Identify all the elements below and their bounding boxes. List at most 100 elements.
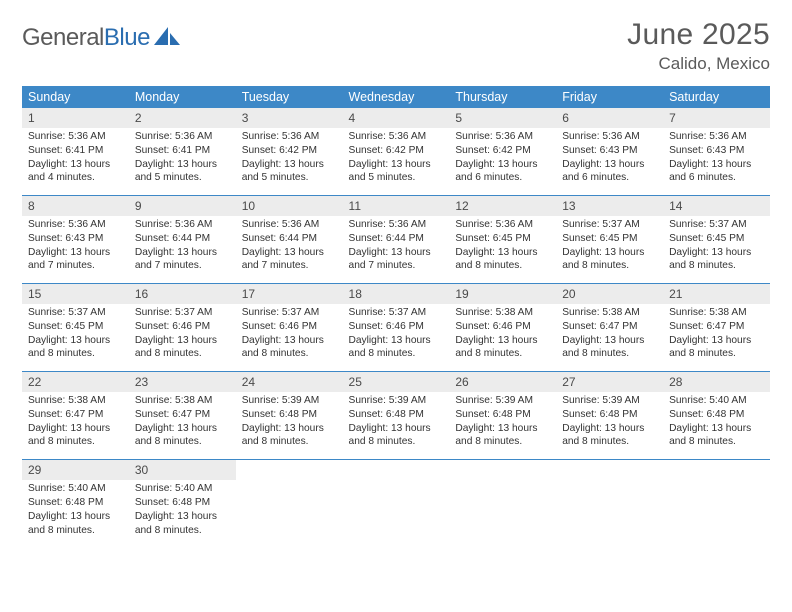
daylight-text: Daylight: 13 hours and 6 minutes. [562,158,657,186]
day-data-cell: Sunrise: 5:37 AMSunset: 6:46 PMDaylight:… [236,304,343,372]
sunrise-text: Sunrise: 5:39 AM [455,394,550,408]
sunrise-text: Sunrise: 5:36 AM [135,218,230,232]
day-data-cell [663,480,770,547]
sunrise-text: Sunrise: 5:37 AM [669,218,764,232]
sunset-text: Sunset: 6:45 PM [562,232,657,246]
sunset-text: Sunset: 6:42 PM [349,144,444,158]
day-data-cell: Sunrise: 5:40 AMSunset: 6:48 PMDaylight:… [663,392,770,460]
daylight-text: Daylight: 13 hours and 7 minutes. [349,246,444,274]
daydata-row: Sunrise: 5:36 AMSunset: 6:41 PMDaylight:… [22,128,770,196]
sunset-text: Sunset: 6:44 PM [135,232,230,246]
daylight-text: Daylight: 13 hours and 8 minutes. [562,246,657,274]
day-number-cell: 8 [22,196,129,216]
day-number-cell: 15 [22,284,129,304]
sunset-text: Sunset: 6:44 PM [242,232,337,246]
sunset-text: Sunset: 6:48 PM [562,408,657,422]
sunrise-text: Sunrise: 5:38 AM [135,394,230,408]
sunset-text: Sunset: 6:48 PM [135,496,230,510]
header: GeneralBlue June 2025 Calido, Mexico [22,18,770,74]
sunset-text: Sunset: 6:45 PM [455,232,550,246]
day-data-cell: Sunrise: 5:38 AMSunset: 6:47 PMDaylight:… [129,392,236,460]
sunset-text: Sunset: 6:41 PM [28,144,123,158]
day-number-cell: 25 [343,372,450,392]
daynum-row: 891011121314 [22,196,770,216]
daylight-text: Daylight: 13 hours and 8 minutes. [28,510,123,538]
day-number-cell: 11 [343,196,450,216]
daylight-text: Daylight: 13 hours and 8 minutes. [669,422,764,450]
calendar-table: Sunday Monday Tuesday Wednesday Thursday… [22,86,770,547]
daylight-text: Daylight: 13 hours and 7 minutes. [135,246,230,274]
day-data-cell: Sunrise: 5:39 AMSunset: 6:48 PMDaylight:… [449,392,556,460]
sunrise-text: Sunrise: 5:37 AM [349,306,444,320]
day-data-cell: Sunrise: 5:36 AMSunset: 6:43 PMDaylight:… [663,128,770,196]
day-data-cell: Sunrise: 5:37 AMSunset: 6:45 PMDaylight:… [22,304,129,372]
sunrise-text: Sunrise: 5:36 AM [455,218,550,232]
day-number-cell: 4 [343,108,450,128]
day-data-cell [556,480,663,547]
day-number-cell: 14 [663,196,770,216]
day-number-cell: 1 [22,108,129,128]
day-data-cell: Sunrise: 5:38 AMSunset: 6:46 PMDaylight:… [449,304,556,372]
day-data-cell: Sunrise: 5:37 AMSunset: 6:46 PMDaylight:… [129,304,236,372]
sunset-text: Sunset: 6:48 PM [455,408,550,422]
daynum-row: 22232425262728 [22,372,770,392]
day-number-cell [556,460,663,480]
daylight-text: Daylight: 13 hours and 4 minutes. [28,158,123,186]
daylight-text: Daylight: 13 hours and 8 minutes. [669,246,764,274]
day-number-cell: 22 [22,372,129,392]
day-data-cell: Sunrise: 5:40 AMSunset: 6:48 PMDaylight:… [22,480,129,547]
daylight-text: Daylight: 13 hours and 7 minutes. [28,246,123,274]
daydata-row: Sunrise: 5:38 AMSunset: 6:47 PMDaylight:… [22,392,770,460]
day-data-cell: Sunrise: 5:36 AMSunset: 6:42 PMDaylight:… [236,128,343,196]
day-data-cell: Sunrise: 5:37 AMSunset: 6:46 PMDaylight:… [343,304,450,372]
logo-text: GeneralBlue [22,24,150,52]
day-number-cell: 18 [343,284,450,304]
day-number-cell [236,460,343,480]
sunrise-text: Sunrise: 5:37 AM [242,306,337,320]
calendar-body: 1234567Sunrise: 5:36 AMSunset: 6:41 PMDa… [22,108,770,547]
day-data-cell: Sunrise: 5:36 AMSunset: 6:42 PMDaylight:… [343,128,450,196]
daylight-text: Daylight: 13 hours and 8 minutes. [135,510,230,538]
daydata-row: Sunrise: 5:37 AMSunset: 6:45 PMDaylight:… [22,304,770,372]
day-data-cell: Sunrise: 5:39 AMSunset: 6:48 PMDaylight:… [236,392,343,460]
title-block: June 2025 Calido, Mexico [627,18,770,74]
sunrise-text: Sunrise: 5:36 AM [28,218,123,232]
logo-word1: General [22,24,104,51]
logo-word2: Blue [104,24,150,51]
daylight-text: Daylight: 13 hours and 5 minutes. [135,158,230,186]
daylight-text: Daylight: 13 hours and 8 minutes. [669,334,764,362]
sunrise-text: Sunrise: 5:37 AM [562,218,657,232]
page-root: GeneralBlue June 2025 Calido, Mexico Sun… [0,0,792,547]
day-number-cell: 17 [236,284,343,304]
daynum-row: 2930 [22,460,770,480]
sunset-text: Sunset: 6:43 PM [562,144,657,158]
daylight-text: Daylight: 13 hours and 8 minutes. [349,422,444,450]
day-data-cell: Sunrise: 5:38 AMSunset: 6:47 PMDaylight:… [663,304,770,372]
day-data-cell [343,480,450,547]
sunset-text: Sunset: 6:46 PM [455,320,550,334]
day-data-cell: Sunrise: 5:36 AMSunset: 6:43 PMDaylight:… [556,128,663,196]
sunset-text: Sunset: 6:43 PM [669,144,764,158]
day-data-cell: Sunrise: 5:36 AMSunset: 6:44 PMDaylight:… [129,216,236,284]
day-data-cell: Sunrise: 5:36 AMSunset: 6:44 PMDaylight:… [236,216,343,284]
daylight-text: Daylight: 13 hours and 5 minutes. [349,158,444,186]
day-data-cell: Sunrise: 5:36 AMSunset: 6:45 PMDaylight:… [449,216,556,284]
sunset-text: Sunset: 6:42 PM [242,144,337,158]
sunrise-text: Sunrise: 5:36 AM [28,130,123,144]
sunrise-text: Sunrise: 5:39 AM [562,394,657,408]
day-data-cell [236,480,343,547]
sunrise-text: Sunrise: 5:36 AM [242,130,337,144]
dow-row: Sunday Monday Tuesday Wednesday Thursday… [22,86,770,108]
day-number-cell: 13 [556,196,663,216]
day-data-cell: Sunrise: 5:36 AMSunset: 6:43 PMDaylight:… [22,216,129,284]
day-number-cell: 7 [663,108,770,128]
location-text: Calido, Mexico [627,54,770,74]
daylight-text: Daylight: 13 hours and 8 minutes. [562,422,657,450]
sunset-text: Sunset: 6:42 PM [455,144,550,158]
sunset-text: Sunset: 6:46 PM [242,320,337,334]
logo-sail-icon [154,25,180,52]
day-data-cell: Sunrise: 5:36 AMSunset: 6:41 PMDaylight:… [22,128,129,196]
daylight-text: Daylight: 13 hours and 6 minutes. [455,158,550,186]
day-data-cell: Sunrise: 5:36 AMSunset: 6:44 PMDaylight:… [343,216,450,284]
day-number-cell: 21 [663,284,770,304]
